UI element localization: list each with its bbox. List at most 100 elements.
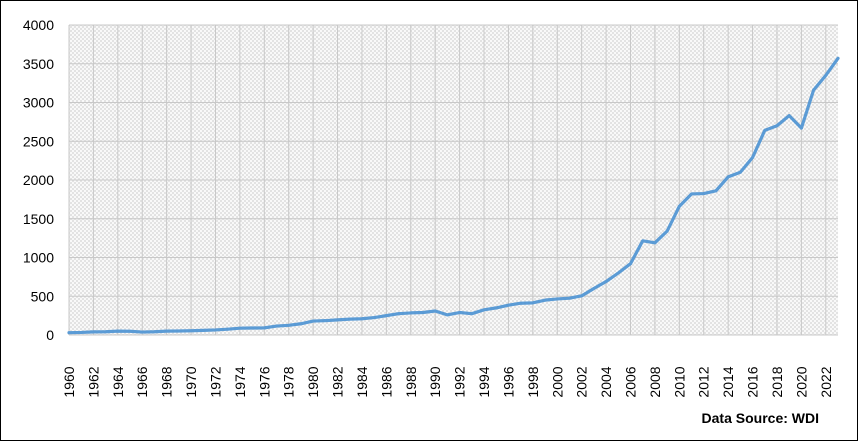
data-point [543, 298, 547, 302]
data-point [519, 301, 523, 305]
y-tick-label: 500 [31, 288, 55, 304]
x-tick-label: 1992 [452, 366, 468, 397]
x-tick-label: 1986 [378, 366, 394, 397]
y-tick-label: 3000 [23, 95, 54, 111]
y-tick-label: 1500 [23, 211, 54, 227]
data-point [189, 329, 193, 333]
grid-lines [68, 24, 838, 336]
data-point [165, 329, 169, 333]
data-point [751, 156, 754, 159]
x-tick-label: 1994 [476, 366, 492, 397]
data-point [214, 328, 217, 332]
series-line [67, 56, 840, 335]
data-point [238, 326, 242, 330]
data-point [812, 88, 815, 92]
x-tick-label: 1960 [61, 366, 77, 397]
data-point [360, 317, 364, 321]
x-tick-label: 1964 [110, 366, 126, 397]
data-point [446, 313, 449, 317]
x-tick-label: 1966 [134, 366, 150, 397]
x-tick-label: 1972 [207, 366, 223, 397]
x-tick-label: 1982 [330, 366, 346, 397]
data-point [79, 331, 83, 334]
data-point [714, 189, 718, 193]
data-source-note: Data Source: WDI [701, 410, 819, 426]
series-layer [67, 56, 840, 335]
data-point [580, 294, 584, 298]
data-point [629, 262, 632, 266]
data-point [128, 329, 132, 333]
data-point [592, 287, 596, 290]
y-tick-label: 3500 [23, 56, 54, 72]
data-point [702, 192, 706, 195]
x-tick-label: 1984 [354, 366, 370, 397]
data-point [177, 329, 181, 333]
x-tick-label: 2010 [671, 366, 687, 397]
x-tick-label: 1962 [85, 366, 101, 397]
x-tick-label: 1976 [256, 366, 272, 397]
data-point [641, 239, 645, 243]
x-tick-label: 1968 [159, 366, 175, 397]
data-point [104, 330, 108, 334]
data-point [92, 330, 95, 334]
x-tick-label: 2022 [818, 366, 834, 397]
data-point [787, 114, 791, 118]
data-point [726, 175, 730, 179]
data-point [201, 328, 205, 332]
x-tick-label: 2016 [745, 366, 761, 397]
data-point [153, 330, 156, 334]
data-point [616, 271, 620, 275]
x-tick-label: 2000 [549, 366, 565, 397]
data-point [568, 296, 571, 300]
x-axis-tick-labels: 1960 1962 1964 1966 1968 1970 1972 1974 1976 1978… [61, 366, 834, 397]
x-tick-label: 2012 [696, 366, 712, 397]
y-tick-label: 0 [46, 327, 54, 343]
y-tick-label: 4000 [23, 17, 54, 33]
data-point [262, 326, 266, 330]
data-point [604, 280, 608, 283]
data-point [824, 73, 828, 77]
x-tick-label: 2002 [574, 366, 590, 397]
x-tick-label: 1978 [281, 366, 297, 397]
data-point [287, 323, 291, 327]
data-point [67, 331, 71, 335]
x-tick-label: 1998 [525, 366, 541, 397]
data-point [421, 311, 425, 314]
data-point [433, 309, 437, 313]
data-point [690, 192, 693, 196]
x-tick-label: 1996 [500, 366, 516, 397]
x-tick-label: 2008 [647, 366, 663, 397]
data-point [555, 297, 559, 301]
data-point [384, 314, 388, 318]
x-tick-label: 2006 [622, 366, 638, 397]
data-point [372, 316, 376, 319]
y-axis-tick-labels: 0 500 1000 1500 2000 2500 3000 3500 4000 [23, 17, 54, 343]
data-point [738, 170, 742, 174]
data-point [494, 306, 498, 310]
x-tick-label: 2018 [769, 366, 785, 397]
data-point [653, 241, 657, 245]
x-tick-label: 2004 [598, 366, 614, 397]
data-point [397, 312, 400, 316]
data-point [677, 204, 681, 208]
data-point [799, 126, 803, 130]
data-point [470, 312, 474, 316]
data-point [250, 326, 254, 330]
data-point [275, 324, 278, 328]
y-tick-label: 1000 [23, 250, 54, 266]
data-point [531, 301, 535, 305]
data-point [140, 330, 144, 334]
data-point [311, 319, 315, 323]
x-tick-label: 1974 [232, 366, 248, 397]
data-point [775, 124, 779, 128]
data-point [763, 129, 767, 132]
data-point [299, 322, 303, 326]
x-tick-label: 1988 [403, 366, 419, 397]
data-point [507, 303, 510, 307]
data-point [336, 318, 339, 322]
data-point [226, 327, 230, 331]
x-tick-label: 1990 [427, 366, 443, 397]
data-point [482, 308, 486, 312]
